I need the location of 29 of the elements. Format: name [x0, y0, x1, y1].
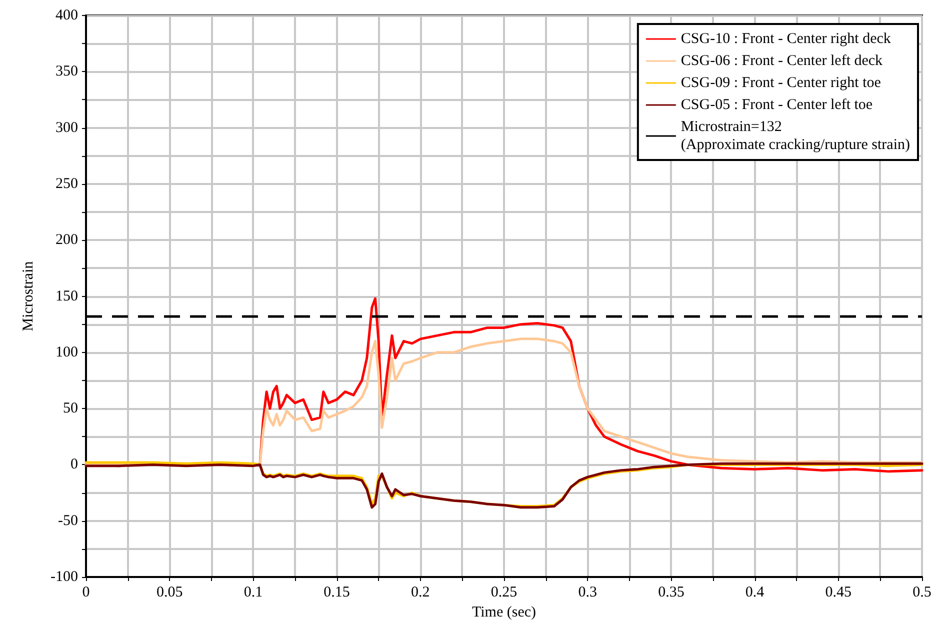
- x-tick-label: 0.4: [745, 584, 765, 600]
- legend-label: CSG-06 : Front - Center left deck: [680, 53, 884, 69]
- x-tick-label: 0.2: [411, 584, 430, 600]
- y-tick-label: -100: [50, 569, 78, 585]
- x-axis-title: Time (sec): [472, 604, 536, 620]
- x-tick-label: 0.15: [324, 584, 350, 600]
- y-tick-label: 300: [56, 120, 78, 136]
- y-tick-label: 50: [63, 400, 78, 417]
- y-tick-label: 200: [56, 232, 78, 248]
- x-tick-label: 0.3: [578, 584, 597, 600]
- legend-label: CSG-10 : Front - Center right deck: [680, 31, 892, 47]
- y-tick-label: 100: [56, 344, 78, 360]
- legend-label: Microstrain=132 (Approximate cracking/rupture strain): [680, 119, 910, 153]
- y-tick-label: 350: [56, 64, 78, 80]
- x-tick-label: 0.25: [490, 584, 518, 600]
- y-tick-label: 400: [56, 8, 78, 24]
- legend-label: CSG-09 : Front - Center right toe: [680, 75, 882, 91]
- y-tick-label: -50: [58, 512, 78, 529]
- y-tick-label: 150: [56, 288, 78, 304]
- x-tick-label: 0.05: [156, 584, 183, 600]
- y-tick-label: 0: [70, 456, 78, 473]
- y-tick-label: 250: [56, 176, 78, 192]
- legend-label: CSG-05 : Front - Center left toe: [680, 97, 873, 113]
- x-tick-label: 0.1: [244, 584, 263, 600]
- x-tick-label: 0.45: [825, 584, 852, 600]
- x-tick-label: 0.5: [912, 584, 932, 600]
- x-tick-label: 0.35: [658, 584, 684, 600]
- x-tick-label: 0: [82, 584, 90, 600]
- y-axis-title: Microstrain: [20, 260, 36, 332]
